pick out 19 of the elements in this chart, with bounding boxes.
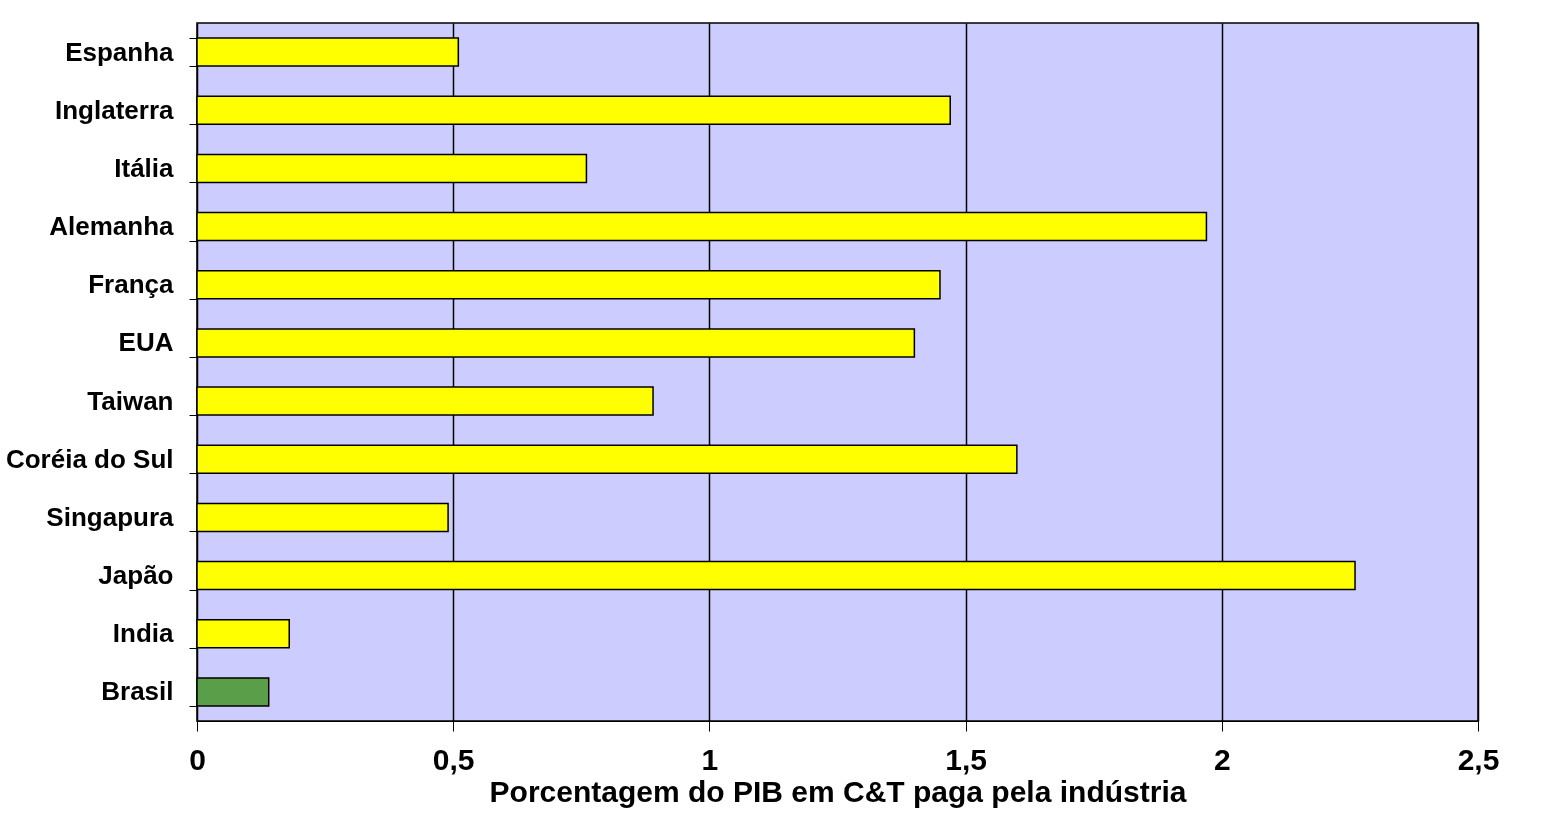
y-tick-label: Taiwan [87, 385, 174, 416]
x-tick-label: 0 [189, 742, 206, 776]
x-tick-label: 2 [1213, 742, 1231, 776]
y-tick-label: Alemanha [49, 211, 175, 242]
y-tick-label: EUA [118, 327, 174, 358]
y-tick-label: India [112, 618, 175, 649]
y-tick-label: Espanha [65, 36, 175, 67]
x-tick-label: 1,5 [945, 742, 987, 776]
x-tick-label: 1 [701, 742, 719, 776]
x-tick-label: 0,5 [432, 742, 475, 776]
y-tick-label: França [88, 269, 175, 300]
y-tick-label: Japão [98, 560, 174, 591]
y-tick-label: Itália [114, 152, 175, 183]
y-tick-label: Inglaterra [55, 94, 175, 125]
x-tick-label: 2,5 [1457, 742, 1500, 776]
y-tick-label: Singapura [46, 501, 175, 532]
y-tick-label: Brasil [101, 676, 174, 707]
y-tick-label: Coréia do Sul [5, 443, 174, 474]
x-axis-title: Porcentagem do PIB em C&T paga pela indústria [489, 774, 1187, 808]
